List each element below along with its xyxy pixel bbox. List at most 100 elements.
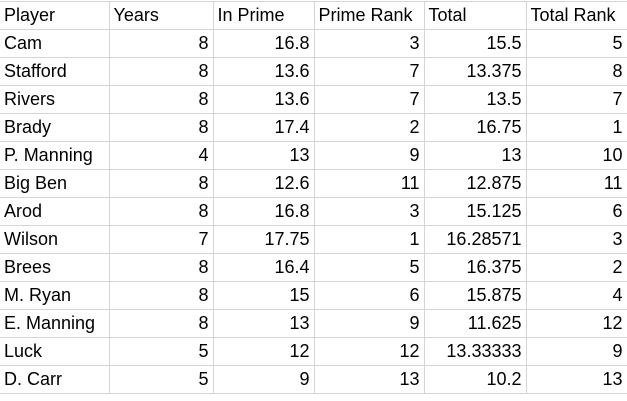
cell-total[interactable]: 16.375 [424,253,527,282]
cell-total[interactable]: 11.625 [424,309,527,338]
header-cell-total-rank[interactable]: Total Rank [526,1,627,30]
table-row: E. Manning 8 13 9 11.625 12 [0,309,627,338]
cell-player[interactable]: Brady [0,113,110,142]
cell-years[interactable]: 8 [109,253,214,282]
table-row: Wilson 7 17.75 1 16.28571 3 [0,225,627,254]
cell-total-rank[interactable]: 8 [526,57,627,86]
cell-in-prime[interactable]: 9 [213,365,315,394]
cell-prime-rank[interactable]: 2 [314,113,425,142]
cell-in-prime[interactable]: 17.4 [213,113,315,142]
cell-prime-rank[interactable]: 5 [314,253,425,282]
cell-years[interactable]: 8 [109,197,214,226]
cell-years[interactable]: 5 [109,337,214,366]
cell-player[interactable]: Cam [0,29,110,58]
cell-years[interactable]: 5 [109,365,214,394]
table-row: Big Ben 8 12.6 11 12.875 11 [0,169,627,198]
cell-years[interactable]: 8 [109,309,214,338]
cell-total[interactable]: 16.75 [424,113,527,142]
table-row: Arod 8 16.8 3 15.125 6 [0,197,627,226]
cell-prime-rank[interactable]: 3 [314,197,425,226]
cell-years[interactable]: 8 [109,281,214,310]
cell-total-rank[interactable]: 2 [526,253,627,282]
cell-total[interactable]: 13.33333 [424,337,527,366]
cell-total-rank[interactable]: 9 [526,337,627,366]
cell-player[interactable]: Luck [0,337,110,366]
cell-total[interactable]: 13.375 [424,57,527,86]
cell-total-rank[interactable]: 1 [526,113,627,142]
cell-years[interactable]: 8 [109,169,214,198]
cell-total[interactable]: 15.5 [424,29,527,58]
cell-total-rank[interactable]: 3 [526,225,627,254]
cell-total-rank[interactable]: 5 [526,29,627,58]
cell-in-prime[interactable]: 16.8 [213,197,315,226]
cell-years[interactable]: 8 [109,29,214,58]
table-row: Stafford 8 13.6 7 13.375 8 [0,57,627,86]
cell-total[interactable]: 16.28571 [424,225,527,254]
cell-in-prime[interactable]: 13 [213,141,315,170]
cell-player[interactable]: Stafford [0,57,110,86]
cell-player[interactable]: Rivers [0,85,110,114]
cell-in-prime[interactable]: 13 [213,309,315,338]
cell-prime-rank[interactable]: 13 [314,365,425,394]
cell-years[interactable]: 8 [109,57,214,86]
cell-total-rank[interactable]: 6 [526,197,627,226]
cell-total-rank[interactable]: 12 [526,309,627,338]
cell-total-rank[interactable]: 11 [526,169,627,198]
header-row: Player Years In Prime Prime Rank Total Total … [0,1,627,30]
table-row: M. Ryan 8 15 6 15.875 4 [0,281,627,310]
cell-player[interactable]: D. Carr [0,365,110,394]
cell-player[interactable]: E. Manning [0,309,110,338]
table-row: Brady 8 17.4 2 16.75 1 [0,113,627,142]
cell-player[interactable]: P. Manning [0,141,110,170]
cell-total-rank[interactable]: 7 [526,85,627,114]
header-cell-prime-rank[interactable]: Prime Rank [314,1,425,30]
cell-total-rank[interactable]: 10 [526,141,627,170]
cell-player[interactable]: M. Ryan [0,281,110,310]
cell-player[interactable]: Wilson [0,225,110,254]
cell-prime-rank[interactable]: 12 [314,337,425,366]
header-cell-total[interactable]: Total [424,1,527,30]
cell-prime-rank[interactable]: 3 [314,29,425,58]
header-cell-years[interactable]: Years [109,1,214,30]
cell-total-rank[interactable]: 13 [526,365,627,394]
cell-in-prime[interactable]: 13.6 [213,85,315,114]
cell-player[interactable]: Arod [0,197,110,226]
cell-years[interactable]: 8 [109,85,214,114]
cell-in-prime[interactable]: 16.4 [213,253,315,282]
table-row: Rivers 8 13.6 7 13.5 7 [0,85,627,114]
cell-player[interactable]: Big Ben [0,169,110,198]
cell-in-prime[interactable]: 15 [213,281,315,310]
table-row: P. Manning 4 13 9 13 10 [0,141,627,170]
cell-years[interactable]: 7 [109,225,214,254]
cell-in-prime[interactable]: 16.8 [213,29,315,58]
cell-prime-rank[interactable]: 11 [314,169,425,198]
table-row: D. Carr 5 9 13 10.2 13 [0,365,627,394]
cell-in-prime[interactable]: 12.6 [213,169,315,198]
table-row: Luck 5 12 12 13.33333 9 [0,337,627,366]
cell-prime-rank[interactable]: 6 [314,281,425,310]
header-cell-in-prime[interactable]: In Prime [213,1,315,30]
cell-player[interactable]: Brees [0,253,110,282]
cell-prime-rank[interactable]: 9 [314,309,425,338]
cell-in-prime[interactable]: 13.6 [213,57,315,86]
cell-prime-rank[interactable]: 1 [314,225,425,254]
cell-total[interactable]: 10.2 [424,365,527,394]
table-row: Cam 8 16.8 3 15.5 5 [0,29,627,58]
cell-prime-rank[interactable]: 7 [314,57,425,86]
cell-in-prime[interactable]: 17.75 [213,225,315,254]
cell-total[interactable]: 15.875 [424,281,527,310]
cell-total[interactable]: 13.5 [424,85,527,114]
header-cell-player[interactable]: Player [0,1,110,30]
cell-prime-rank[interactable]: 9 [314,141,425,170]
cell-in-prime[interactable]: 12 [213,337,315,366]
cell-total-rank[interactable]: 4 [526,281,627,310]
table-row: Brees 8 16.4 5 16.375 2 [0,253,627,282]
cell-total[interactable]: 12.875 [424,169,527,198]
cell-prime-rank[interactable]: 7 [314,85,425,114]
cell-years[interactable]: 8 [109,113,214,142]
cell-years[interactable]: 4 [109,141,214,170]
cell-total[interactable]: 15.125 [424,197,527,226]
cell-total[interactable]: 13 [424,141,527,170]
